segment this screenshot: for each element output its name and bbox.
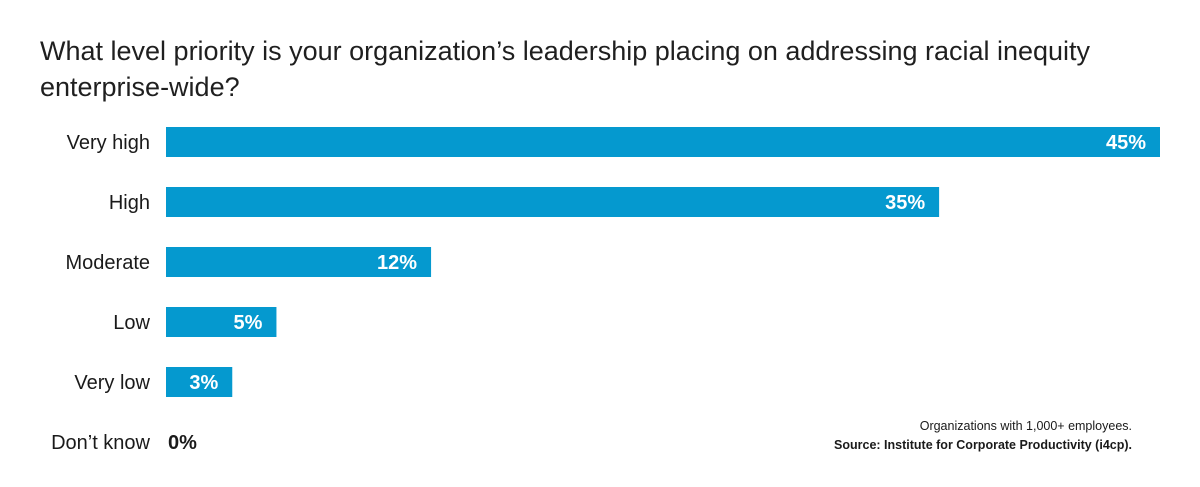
bar bbox=[166, 307, 277, 337]
bar bbox=[166, 187, 940, 217]
data-label: 35% bbox=[885, 192, 925, 214]
category-label: Low bbox=[113, 312, 150, 334]
data-label: 45% bbox=[1106, 132, 1146, 154]
data-label: 3% bbox=[189, 372, 218, 394]
category-label: Moderate bbox=[66, 252, 151, 274]
data-label: 0% bbox=[168, 432, 197, 454]
bar bbox=[166, 127, 1160, 157]
data-label: 12% bbox=[377, 252, 417, 274]
category-label: Very high bbox=[67, 132, 150, 154]
chart-title: What level priority is your organization… bbox=[40, 36, 1091, 102]
bar bbox=[166, 367, 233, 397]
category-label: Very low bbox=[74, 372, 150, 394]
data-label: 5% bbox=[234, 312, 263, 334]
bar bbox=[166, 247, 432, 277]
source-note: Source: Institute for Corporate Producti… bbox=[834, 438, 1132, 452]
category-label: High bbox=[109, 192, 150, 214]
sample-note: Organizations with 1,000+ employees. bbox=[919, 419, 1132, 433]
chart-footnote: Organizations with 1,000+ employees. Sou… bbox=[834, 417, 1132, 455]
category-label: Don’t know bbox=[51, 432, 150, 454]
